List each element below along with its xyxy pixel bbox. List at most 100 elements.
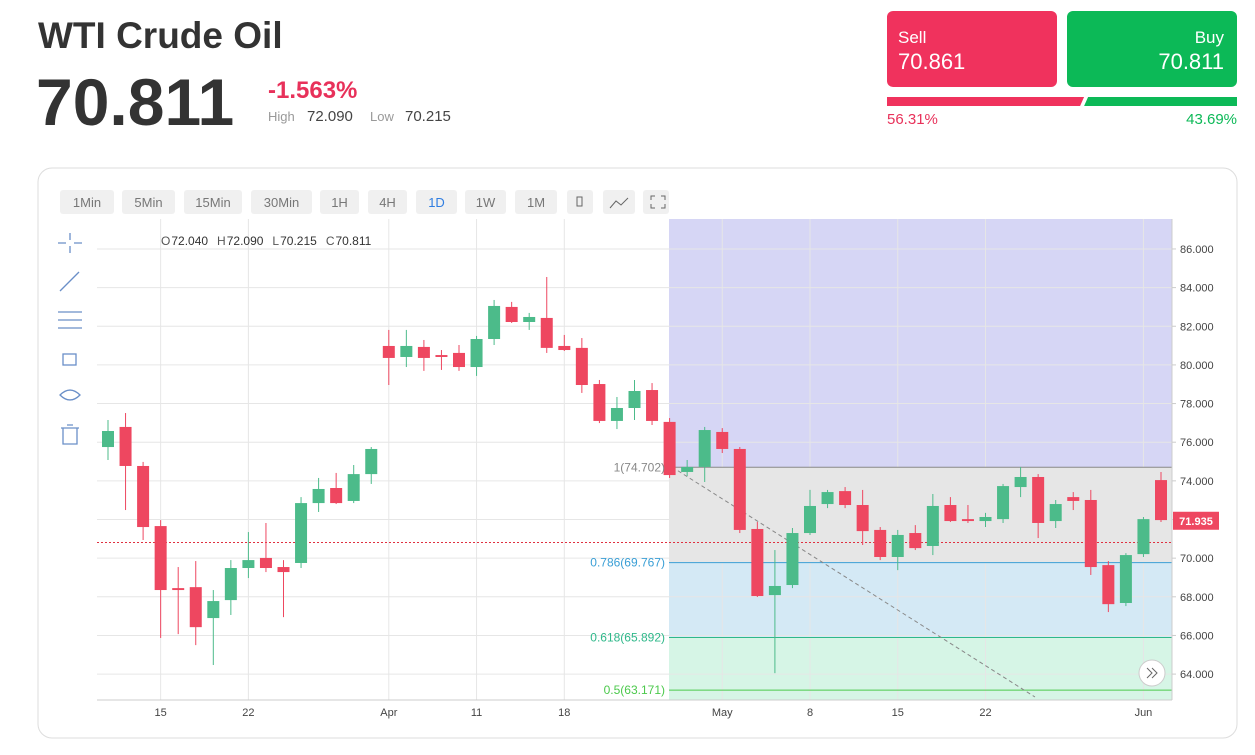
candle-icon[interactable] <box>567 190 593 214</box>
y-tick-label: 68.000 <box>1180 592 1214 604</box>
buy-price[interactable]: 70.811 <box>1158 49 1224 74</box>
candle-body <box>154 526 167 591</box>
line-tool[interactable] <box>59 271 80 292</box>
interval-button[interactable] <box>122 190 175 214</box>
candle-body <box>295 503 308 563</box>
fullscreen-icon[interactable] <box>643 190 669 214</box>
candle-body <box>716 431 729 449</box>
indicator-icon[interactable] <box>603 190 635 214</box>
interval-label[interactable]: 1H <box>331 195 348 210</box>
candle-body <box>400 345 413 357</box>
candle-body <box>1137 519 1150 555</box>
interval-label[interactable]: 30Min <box>264 195 299 210</box>
candle-body <box>856 505 869 532</box>
candle-body <box>382 345 395 358</box>
candle-body <box>102 430 114 448</box>
interval-button[interactable] <box>416 190 457 214</box>
buy-share: 43.69% <box>1186 111 1237 128</box>
candle-body <box>610 407 623 421</box>
title: WTI Crude Oil <box>38 15 283 56</box>
candle-body <box>961 519 974 522</box>
sell-label[interactable]: Sell <box>898 28 926 47</box>
candle-body <box>891 534 904 557</box>
scroll-glyph <box>1146 667 1158 679</box>
candle-body <box>1067 497 1080 501</box>
drawing-tools <box>58 233 82 445</box>
interval-button[interactable] <box>515 190 557 214</box>
high: 72.090 <box>307 108 353 125</box>
interval-label[interactable]: 1Min <box>73 195 101 210</box>
candle-body <box>874 529 887 557</box>
interval-label[interactable]: 4H <box>379 195 396 210</box>
interval-label[interactable]: 1D <box>428 195 445 210</box>
candle-body <box>453 352 465 368</box>
y-tick-label: 80.000 <box>1180 360 1214 372</box>
candle-body <box>1049 504 1062 522</box>
y-tick-label: 64.000 <box>1180 669 1214 681</box>
candle-body <box>909 533 922 549</box>
x-tick-label: 22 <box>979 707 991 719</box>
buy-share-bar <box>1084 97 1237 106</box>
candle-body <box>1102 565 1115 605</box>
candle-body <box>804 505 816 534</box>
eye-tool[interactable] <box>59 389 81 401</box>
candle-body <box>593 384 606 421</box>
candle-body <box>628 390 641 408</box>
candle-body <box>137 465 150 528</box>
candle-body <box>698 430 711 467</box>
crosshair-tool[interactable] <box>58 233 82 253</box>
interval-button[interactable] <box>184 190 242 214</box>
interval-label[interactable]: 5Min <box>134 195 162 210</box>
y-tick-label: 76.000 <box>1180 437 1214 449</box>
ohlc-value: 72.040 <box>171 234 208 248</box>
candle-glyph <box>576 196 583 207</box>
sell-button[interactable] <box>887 11 1057 87</box>
high-label: High <box>268 109 295 124</box>
ohlc-key: H <box>217 234 226 248</box>
candle-body <box>312 488 325 504</box>
fib-label: 0.618(65.892) <box>590 631 665 645</box>
ohlc-value: 70.215 <box>280 234 317 248</box>
candle-body <box>663 421 676 476</box>
candle-body <box>1084 499 1097 568</box>
interval-button[interactable] <box>320 190 359 214</box>
buy-label[interactable]: Buy <box>1195 28 1225 47</box>
trend-line <box>671 466 1036 698</box>
fullscreen-glyph <box>650 195 666 209</box>
chart-type-icons <box>567 190 669 214</box>
y-tick-label: 78.000 <box>1180 399 1214 411</box>
candle-body <box>523 316 536 323</box>
candle-body <box>997 486 1010 520</box>
interval-button[interactable] <box>368 190 407 214</box>
ohlc-key: O <box>161 234 170 248</box>
candle-body <box>172 588 185 591</box>
candle-body <box>1032 476 1045 523</box>
candle-body <box>558 345 571 351</box>
candle-body <box>189 587 202 628</box>
fib-label: 0.786(69.767) <box>590 556 665 570</box>
candle-body <box>540 317 553 348</box>
interval-button[interactable] <box>251 190 312 214</box>
interval-label[interactable]: 1M <box>527 195 545 210</box>
candle-body <box>1119 555 1132 603</box>
interval-button[interactable] <box>465 190 506 214</box>
interval-label[interactable]: 1W <box>476 195 496 210</box>
price: 70.811 <box>36 65 234 139</box>
fib-tool[interactable] <box>58 311 82 329</box>
indicator-glyph <box>609 197 629 209</box>
x-tick-label: 18 <box>558 707 570 719</box>
interval-button[interactable] <box>60 190 114 214</box>
trash-tool[interactable] <box>61 424 79 445</box>
buy-button[interactable] <box>1067 11 1237 87</box>
y-tick-label: 70.000 <box>1180 553 1214 565</box>
candle-body <box>1014 476 1027 488</box>
sell-price[interactable]: 70.861 <box>898 49 965 74</box>
low: 70.215 <box>405 108 451 125</box>
x-tick-label: Jun <box>1135 707 1153 719</box>
x-tick-label: May <box>712 707 733 719</box>
interval-label[interactable]: 15Min <box>195 195 230 210</box>
candle-body <box>365 448 378 475</box>
sell-share: 56.31% <box>887 111 938 128</box>
lock-tool[interactable] <box>62 353 77 366</box>
